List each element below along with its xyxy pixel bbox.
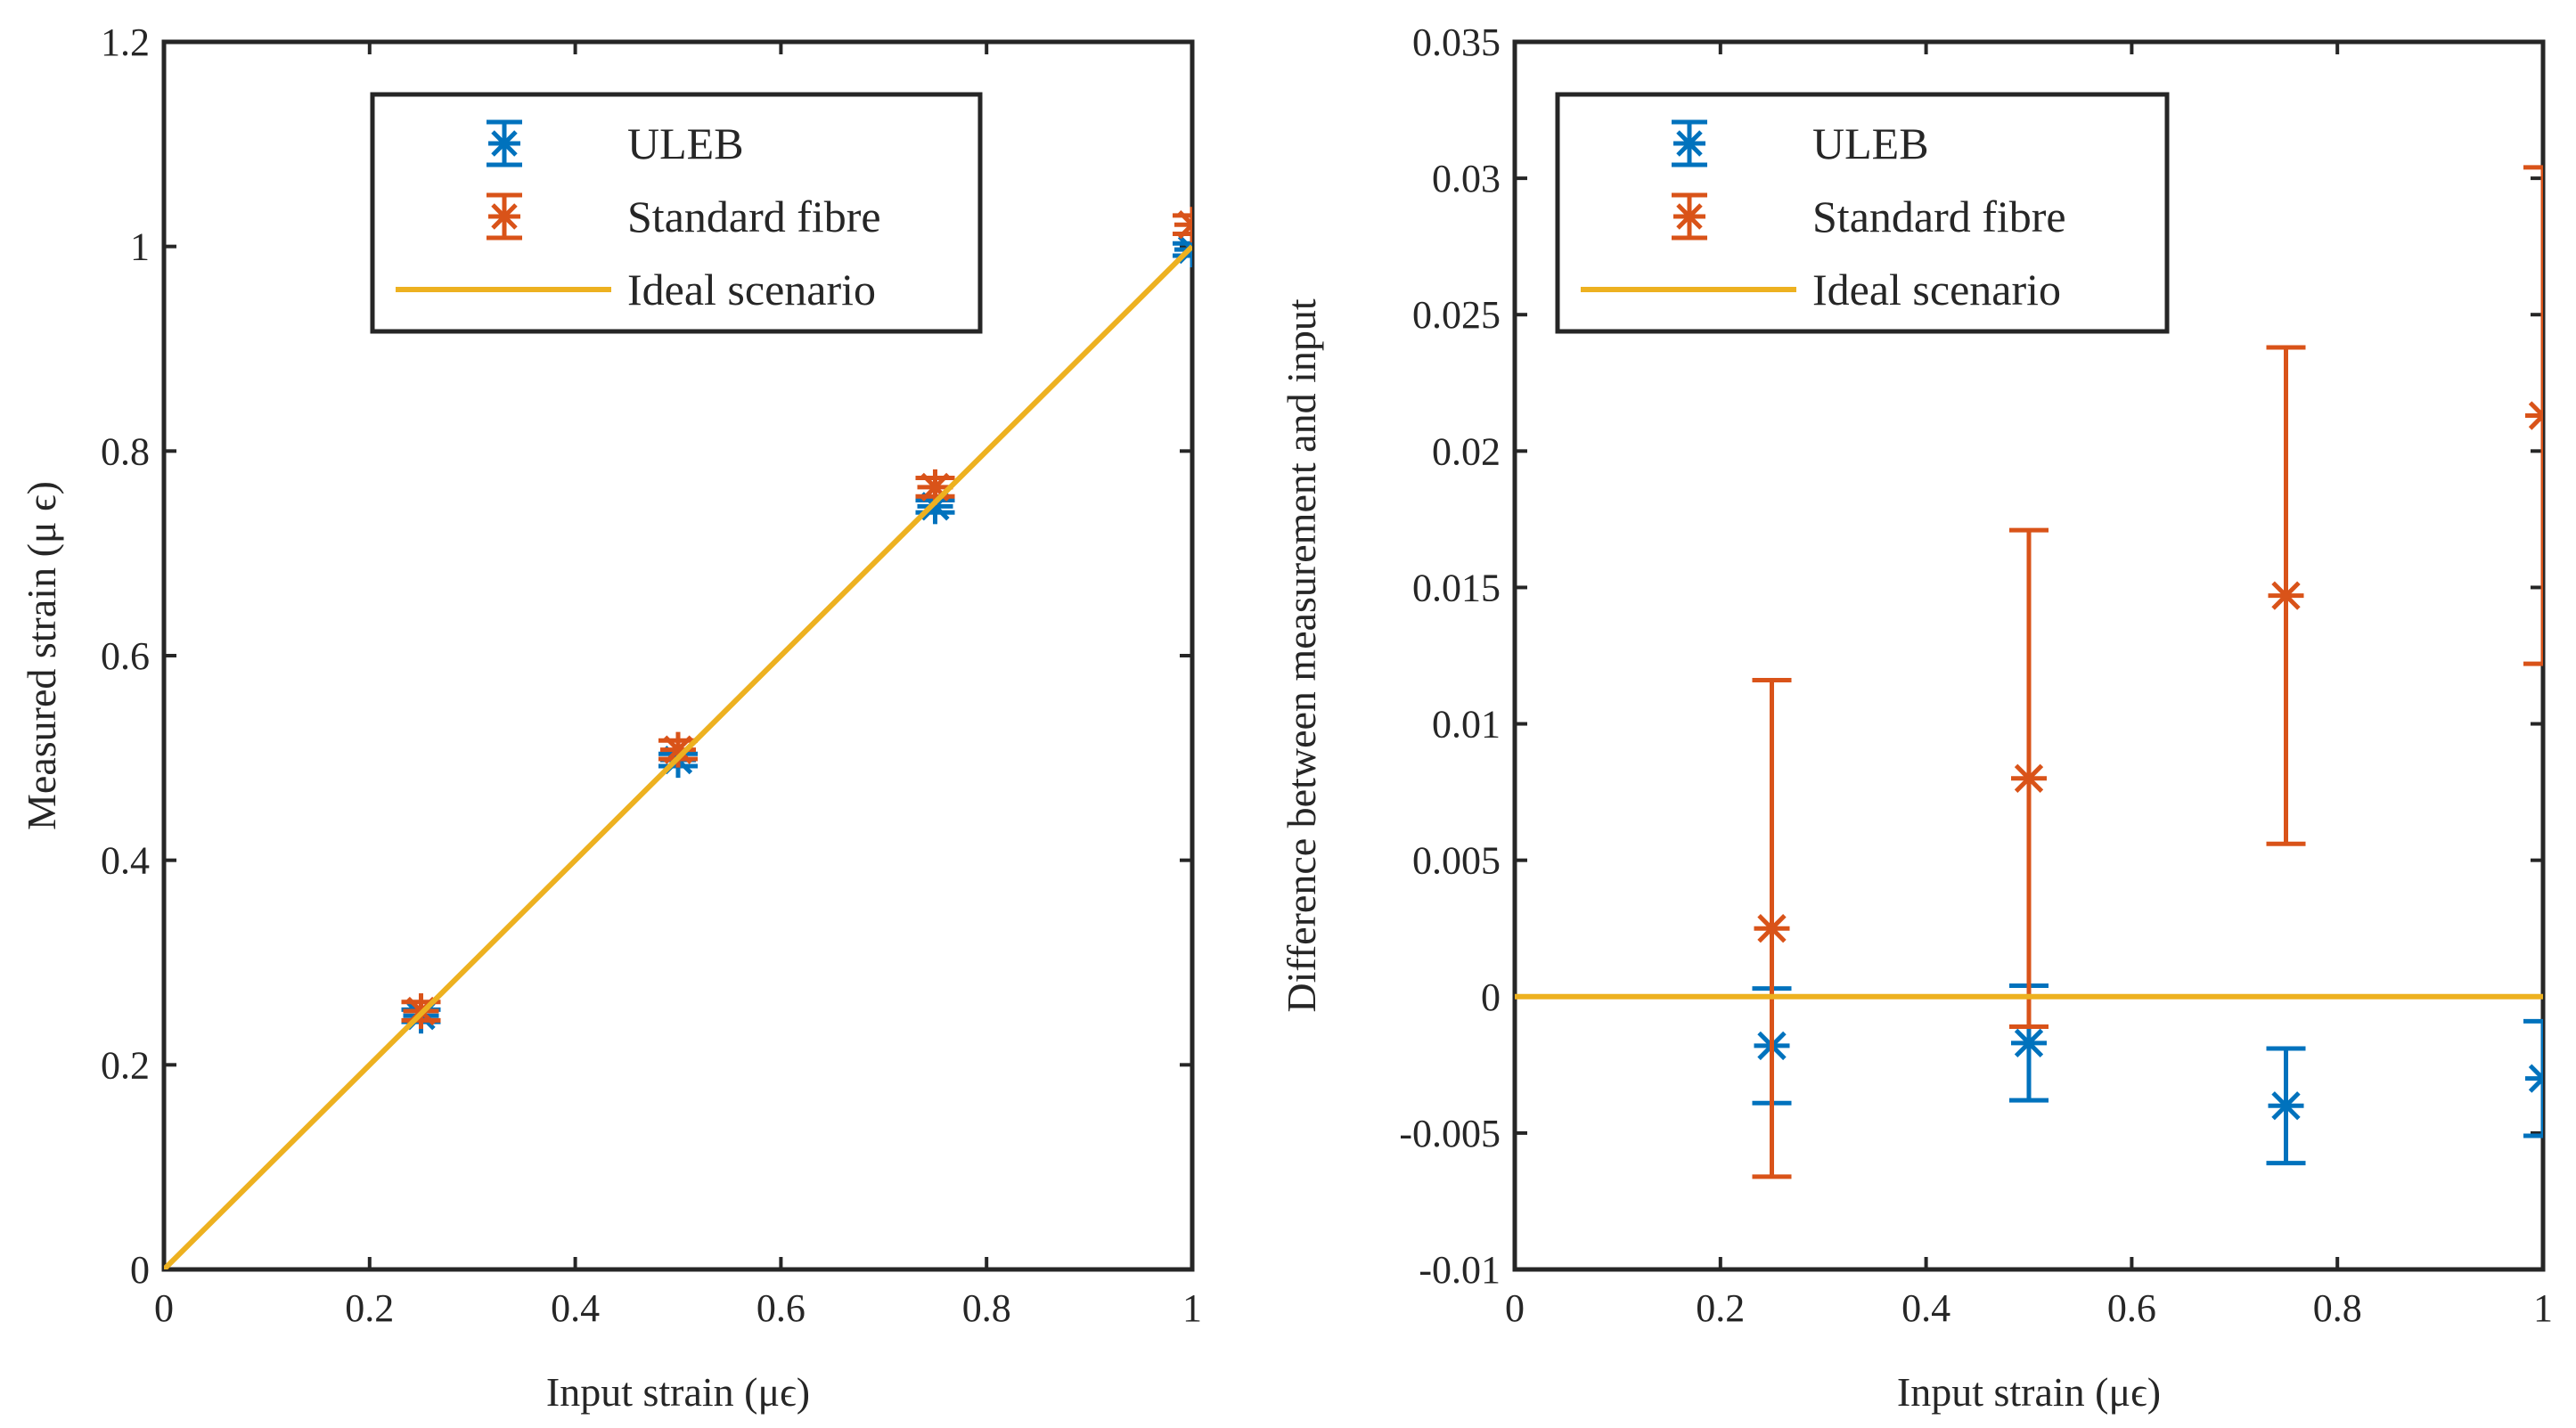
x-tick-label: 0.2	[345, 1286, 394, 1330]
x-tick-label: 0.4	[551, 1286, 600, 1330]
y-axis-title: Difference between measurement and input	[1279, 298, 1324, 1012]
x-tick-label: 0	[154, 1286, 174, 1330]
standard-fibre-data-point	[2011, 760, 2047, 796]
y-tick-label: 1.2	[101, 20, 150, 64]
legend: ULEB Standard fibre Ideal scenario	[370, 92, 983, 334]
x-axis-title: Input strain (μϵ)	[1897, 1369, 2161, 1415]
legend-label: Standard fibre	[627, 192, 881, 241]
asterisk-stroke	[1177, 234, 1192, 253]
y-tick-label: 0.025	[1412, 293, 1501, 337]
legend-uleb-marker-symbol	[488, 127, 520, 159]
y-tick-label: 0.6	[101, 634, 150, 678]
uleb-data-point	[2525, 1060, 2543, 1097]
uleb-error-bar	[2523, 1018, 2543, 1138]
y-tick-label: 0	[1481, 975, 1501, 1019]
standard-fibre-data-point	[1174, 207, 1192, 243]
plot-marks	[164, 207, 1192, 1269]
asterisk-stroke	[1177, 221, 1192, 240]
x-tick-label: 0.6	[2107, 1286, 2156, 1330]
y-tick-label: 0.8	[101, 429, 150, 473]
legend-label: ULEB	[1812, 118, 1929, 168]
x-tick-label: 0	[1505, 1286, 1525, 1330]
x-tick-label: 1	[2533, 1286, 2553, 1330]
uleb-error-bar	[1173, 241, 1192, 258]
legend-standard-fibre-marker-symbol	[1673, 200, 1705, 233]
y-tick-label: 1	[130, 225, 150, 269]
x-axis-title: Input strain (μϵ)	[546, 1369, 810, 1415]
y-tick-label: 0.01	[1432, 703, 1501, 747]
ideal-scenario-line	[164, 244, 1192, 1269]
y-tick-label: -0.01	[1419, 1248, 1501, 1292]
x-tick-label: 0.8	[962, 1286, 1011, 1330]
asterisk-stroke	[2528, 1075, 2543, 1093]
y-axis-title: Measured strain (μ ϵ)	[19, 481, 64, 830]
plot-marks	[1515, 165, 2543, 1179]
y-tick-label: 0.4	[101, 839, 150, 883]
legend-label: ULEB	[627, 118, 744, 168]
strain-comparison-chart: 0 0.2 0.4 0.6 0.8 1 0 0.2 0.4 0.6 0.8 1 1.2 Input str…	[19, 20, 1202, 1415]
asterisk-stroke	[2528, 412, 2543, 430]
y-tick-label: 0.015	[1412, 566, 1501, 609]
asterisk-stroke	[2528, 1064, 2543, 1082]
legend: ULEB Standard fibre Ideal scenario	[1555, 92, 2170, 334]
uleb-data-point	[2268, 1088, 2304, 1124]
standard-fibre-data-point	[660, 731, 696, 768]
asterisk-stroke	[1177, 210, 1192, 228]
y-tick-label: 0	[130, 1248, 150, 1292]
legend-label: Ideal scenario	[627, 265, 876, 314]
legend-label: Standard fibre	[1812, 192, 2066, 241]
y-tick-label: 0.03	[1432, 157, 1501, 200]
y-tick-label: 0.035	[1412, 20, 1501, 64]
y-tick-label: 0.02	[1432, 429, 1501, 473]
y-tick-label: 0.005	[1412, 839, 1501, 883]
standard-fibre-data-point	[2525, 397, 2543, 434]
standard-fibre-data-point	[2268, 577, 2304, 614]
strain-difference-chart: 0 0.2 0.4 0.6 0.8 1 -0.01 -0.005 0 0.005 0.01 0.015…	[1279, 20, 2553, 1415]
legend-uleb-marker-symbol	[1673, 127, 1705, 159]
y-tick-label: -0.005	[1399, 1112, 1501, 1155]
x-tick-label: 0.4	[1901, 1286, 1950, 1330]
x-tick-label: 0.8	[2313, 1286, 2362, 1330]
x-tick-label: 0.6	[756, 1286, 806, 1330]
standard-fibre-data-point	[1754, 910, 1790, 947]
uleb-data-point	[2011, 1024, 2047, 1061]
standard-fibre-error-bar	[1173, 213, 1192, 237]
legend-standard-fibre-marker-symbol	[488, 200, 520, 233]
x-tick-label: 1	[1182, 1286, 1202, 1330]
legend-label: Ideal scenario	[1812, 265, 2061, 314]
y-tick-label: 0.2	[101, 1043, 150, 1087]
asterisk-stroke	[2528, 401, 2543, 420]
x-tick-label: 0.2	[1696, 1286, 1745, 1330]
standard-fibre-error-bar	[2523, 165, 2543, 666]
